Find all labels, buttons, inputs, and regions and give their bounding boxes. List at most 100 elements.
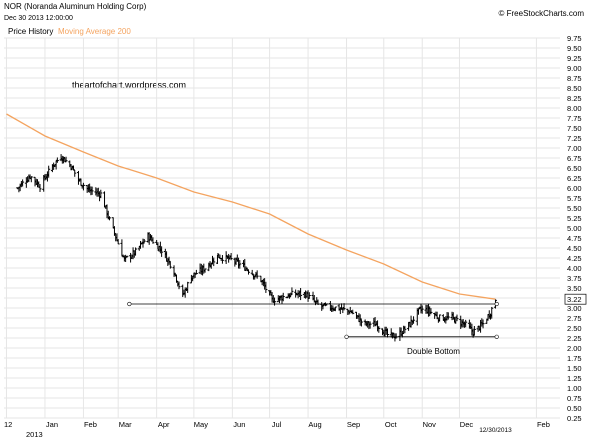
price-bar [212,257,216,267]
price-bar [55,157,59,163]
y-tick-label: 2.00 [567,344,582,353]
last-price-badge [564,293,587,305]
price-bar [481,319,485,329]
legend-price: Price History [8,27,54,36]
price-bar [62,156,66,164]
y-tick-label: 8.00 [567,104,582,113]
credit-link[interactable]: © FreeStockCharts.com [498,9,584,18]
y-tick-label: 6.25 [567,174,582,183]
y-tick-label: 0.50 [567,404,582,413]
price-bar [167,256,171,265]
x-tick-label: Jun [233,420,245,429]
grid [4,37,560,419]
y-tick-label: 5.50 [567,204,582,213]
price-bar [438,314,442,322]
y-axis: 0.250.500.751.001.251.501.752.002.252.50… [564,34,587,423]
price-bar [224,251,228,265]
y-tick-label: 5.00 [567,224,582,233]
y-tick-label: 1.25 [567,374,582,383]
price-bar [116,239,120,245]
price-bar [246,269,250,275]
y-tick-label: 7.75 [567,114,582,123]
price-bar [151,237,155,244]
price-bars-group [16,154,497,342]
price-bar [73,169,77,177]
price-bar [429,308,433,315]
trendline-handle [494,334,499,339]
y-tick-label: 3.00 [567,304,582,313]
y-tick-label: 1.50 [567,364,582,373]
last-price-label: 3.22 [567,295,582,304]
price-bar [90,186,94,195]
x-tick-label: Sep [347,420,360,429]
price-bar [455,314,459,322]
y-tick-label: 4.75 [567,234,582,243]
price-bar [194,269,198,275]
price-bar [464,319,468,328]
x-cursor-date-label: 12/30/2013 [479,427,512,434]
x-tick-label: Oct [385,420,398,429]
chart-title: NOR (Noranda Aluminum Holding Corp) [4,2,147,11]
price-bar [238,260,242,269]
price-bar [403,325,407,334]
chart-datetime: Dec 30 2013 12:00:00 [4,15,73,22]
price-bar [368,321,372,329]
x-tick-label: Nov [423,420,437,429]
x-year-label: 2013 [26,430,43,439]
legend-moving-average: Moving Average 200 [58,27,131,36]
y-tick-label: 7.50 [567,124,582,133]
x-tick-label: Feb [537,420,550,429]
y-tick-label: 4.00 [567,264,582,273]
x-tick-label: Jul [272,420,282,429]
x-tick-label: Apr [158,420,170,429]
x-tick-label: 12 [4,420,12,429]
y-tick-label: 2.25 [567,334,582,343]
price-bar [490,306,494,319]
price-bar [359,319,363,327]
price-bar [38,184,42,193]
price-bar [299,288,303,301]
x-tick-label: Mar [119,420,132,429]
price-bar [281,292,285,302]
y-tick-label: 5.25 [567,214,582,223]
moving-average-line [6,113,496,300]
y-tick-label: 3.50 [567,284,582,293]
price-bar [177,281,181,290]
price-bar [255,270,259,279]
price-bar [264,281,268,293]
y-tick-label: 8.50 [567,84,582,93]
y-tick-label: 2.75 [567,314,582,323]
price-bar [29,176,33,183]
price-bar [107,216,111,221]
double-bottom-label: Double Bottom [407,347,460,356]
price-bar [103,191,107,208]
watermark-text: theartofchart.wordpress.com [72,80,187,90]
x-tick-label: Dec [460,420,474,429]
y-tick-label: 6.00 [567,184,582,193]
price-bar [168,261,172,269]
price-bar [134,247,138,256]
y-tick-label: 5.75 [567,194,582,203]
price-bar [64,156,68,162]
price-bar [21,179,25,187]
y-tick-label: 8.75 [567,74,582,83]
price-bar [409,315,413,328]
price-bar [203,268,207,273]
x-tick-label: Feb [84,420,97,429]
x-axis: 12 Jan Feb Mar Apr May Jun Jul Aug Sep Oct Nov Dec Fe… [4,420,550,439]
price-bar [47,165,51,178]
y-tick-label: 9.00 [567,64,582,73]
price-bar [377,326,381,333]
y-tick-label: 7.25 [567,134,582,143]
price-bar [229,253,233,261]
price-bar [160,246,164,257]
trendline-handle [344,334,349,339]
y-tick-label: 0.25 [567,414,582,423]
price-bar [125,255,129,258]
y-tick-label: 1.75 [567,354,582,363]
price-bar [420,305,424,314]
price-bar [351,309,355,315]
y-tick-label: 7.00 [567,144,582,153]
